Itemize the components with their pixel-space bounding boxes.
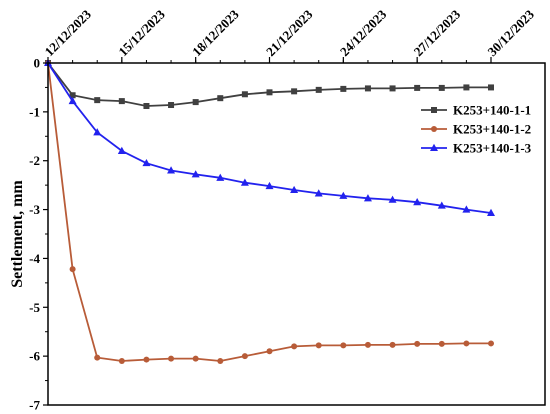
data-point bbox=[241, 353, 248, 360]
data-point bbox=[217, 95, 224, 102]
x-tick-label: 12/12/2023 bbox=[42, 6, 95, 59]
data-point bbox=[437, 201, 446, 209]
legend-marker bbox=[431, 126, 437, 132]
data-point bbox=[290, 185, 299, 194]
data-point bbox=[217, 358, 224, 365]
data-point bbox=[364, 341, 371, 348]
series-layer bbox=[44, 58, 495, 365]
data-point bbox=[142, 158, 151, 167]
legend-label: K253+140-1-3 bbox=[453, 141, 532, 156]
data-point bbox=[240, 178, 249, 186]
y-tick-label: -4 bbox=[29, 251, 40, 266]
series-line bbox=[47, 62, 491, 107]
x-tick-label: 15/12/2023 bbox=[115, 6, 168, 59]
data-point bbox=[462, 205, 471, 213]
y-tick-label: 0 bbox=[34, 56, 41, 71]
data-point bbox=[191, 170, 200, 178]
data-point bbox=[167, 166, 176, 174]
x-tick-label: 24/12/2023 bbox=[337, 6, 390, 59]
data-point bbox=[488, 340, 494, 347]
legend-label: K253+140-1-1 bbox=[453, 103, 531, 118]
data-point bbox=[314, 189, 323, 197]
data-point bbox=[463, 340, 470, 347]
data-point bbox=[291, 343, 298, 350]
data-point bbox=[339, 191, 348, 199]
data-point bbox=[192, 355, 199, 362]
legend-marker bbox=[431, 107, 437, 113]
series-1 bbox=[45, 60, 494, 109]
data-point bbox=[414, 340, 421, 347]
y-tick-label: -7 bbox=[29, 398, 40, 413]
y-tick-label: -3 bbox=[29, 202, 40, 217]
data-point bbox=[143, 356, 150, 363]
data-point bbox=[488, 84, 494, 91]
data-point bbox=[168, 355, 175, 362]
x-axis-ticks: 12/12/2023 15/12/2023 18/12/2023 21/12/2023… bbox=[42, 6, 538, 63]
data-point bbox=[117, 146, 126, 154]
data-point bbox=[438, 340, 445, 347]
series-line bbox=[47, 62, 492, 214]
series-line bbox=[47, 62, 491, 362]
data-point bbox=[94, 97, 101, 104]
data-point bbox=[315, 342, 322, 349]
data-point bbox=[389, 341, 396, 348]
legend-item: K253+140-1-3 bbox=[421, 141, 532, 156]
data-point bbox=[438, 84, 445, 91]
x-tick-label: 18/12/2023 bbox=[189, 6, 242, 59]
legend-marker bbox=[430, 143, 438, 151]
data-point bbox=[216, 173, 225, 181]
data-point bbox=[487, 208, 495, 216]
y-tick-label: -6 bbox=[29, 349, 40, 364]
y-tick-label: -5 bbox=[29, 300, 40, 315]
series-2 bbox=[45, 60, 494, 365]
data-point bbox=[143, 102, 150, 109]
legend-label: K253+140-1-2 bbox=[453, 122, 531, 137]
data-point bbox=[93, 128, 102, 136]
data-point bbox=[266, 348, 273, 355]
data-point bbox=[69, 266, 76, 273]
data-point bbox=[413, 198, 422, 206]
x-tick-label: 21/12/2023 bbox=[263, 6, 316, 59]
y-tick-label: -1 bbox=[29, 104, 40, 119]
data-point bbox=[291, 88, 298, 95]
data-point bbox=[118, 358, 125, 365]
data-point bbox=[168, 102, 175, 109]
data-point bbox=[463, 84, 470, 91]
data-point bbox=[364, 85, 371, 92]
y-axis-title: Settlement, mm bbox=[9, 180, 26, 288]
data-point bbox=[118, 98, 125, 105]
data-point bbox=[315, 86, 322, 93]
data-point bbox=[340, 85, 347, 92]
legend: K253+140-1-1 K253+140-1-2 K253+140-1-3 bbox=[421, 103, 532, 156]
data-point bbox=[363, 194, 372, 202]
data-point bbox=[241, 91, 248, 98]
data-point bbox=[266, 89, 273, 96]
x-tick-label: 30/12/2023 bbox=[485, 6, 538, 59]
data-point bbox=[94, 354, 101, 361]
x-tick-label: 27/12/2023 bbox=[411, 6, 464, 59]
series-3 bbox=[44, 58, 495, 216]
data-point bbox=[192, 99, 199, 106]
data-point bbox=[68, 96, 77, 105]
data-point bbox=[69, 92, 76, 99]
data-point bbox=[414, 84, 421, 91]
data-point bbox=[265, 181, 274, 190]
data-point bbox=[388, 195, 397, 203]
data-point bbox=[389, 85, 396, 92]
y-axis-ticks: 0 -1 -2 -3 -4 -5 -6 -7 bbox=[29, 56, 48, 413]
legend-item: K253+140-1-2 bbox=[421, 122, 531, 137]
y-tick-label: -2 bbox=[29, 153, 40, 168]
data-point bbox=[340, 342, 347, 349]
legend-item: K253+140-1-1 bbox=[421, 103, 531, 118]
